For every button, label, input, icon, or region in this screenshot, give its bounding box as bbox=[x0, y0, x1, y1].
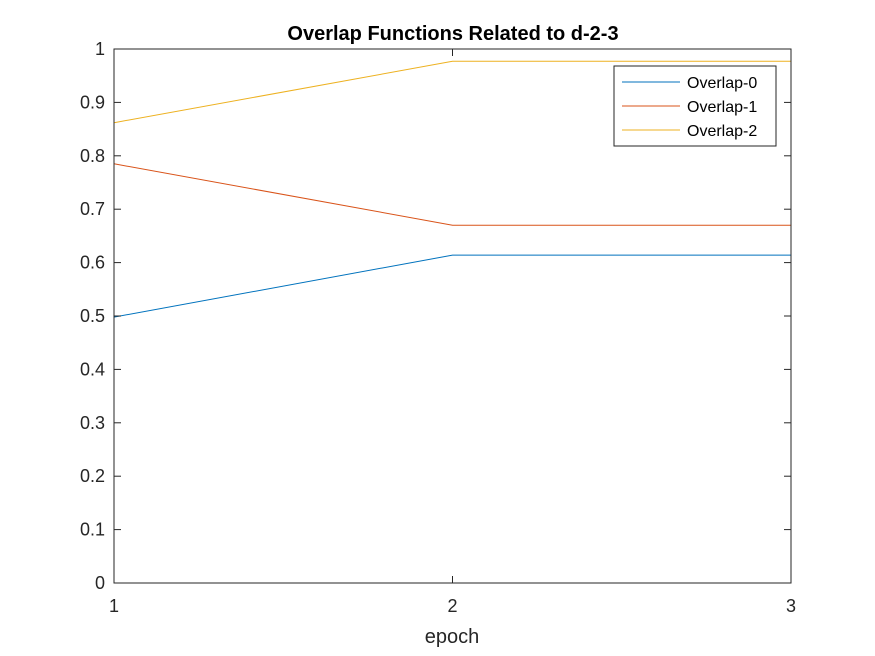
y-tick-label: 0 bbox=[95, 573, 105, 593]
y-tick-label: 0.2 bbox=[80, 466, 105, 486]
y-tick-label: 0.3 bbox=[80, 413, 105, 433]
series-layer bbox=[113, 60, 791, 318]
tick-layer: 0 0.1 0.2 0.3 0.4 0.5 0.6 0.7 0.8 0.9 1 1 2 3 bbox=[80, 39, 796, 616]
y-tick-label: 0.9 bbox=[80, 92, 105, 112]
y-tick-label: 0.6 bbox=[80, 253, 105, 273]
series-line-overlap-2 bbox=[113, 60, 791, 124]
y-tick-label: 0.7 bbox=[80, 199, 105, 219]
legend-label-overlap-1: Overlap-1 bbox=[687, 99, 757, 116]
series-line-overlap-0 bbox=[113, 254, 791, 318]
x-axis-title: epoch bbox=[425, 626, 480, 648]
y-tick-label: 0.1 bbox=[80, 520, 105, 540]
y-tick-label: 1 bbox=[95, 39, 105, 59]
x-tick-label: 2 bbox=[447, 596, 457, 616]
y-tick-label: 0.4 bbox=[80, 359, 105, 379]
chart-title: Overlap Functions Related to d-2-3 bbox=[287, 23, 618, 45]
series-line-overlap-1 bbox=[113, 163, 791, 226]
x-tick-label: 1 bbox=[109, 596, 119, 616]
legend-label-overlap-0: Overlap-0 bbox=[687, 75, 757, 92]
y-tick-label: 0.5 bbox=[80, 306, 105, 326]
x-tick-label: 3 bbox=[786, 596, 796, 616]
legend-label-overlap-2: Overlap-2 bbox=[687, 123, 757, 140]
y-tick-label: 0.8 bbox=[80, 146, 105, 166]
legend: Overlap-0 Overlap-1 Overlap-2 bbox=[613, 65, 777, 147]
